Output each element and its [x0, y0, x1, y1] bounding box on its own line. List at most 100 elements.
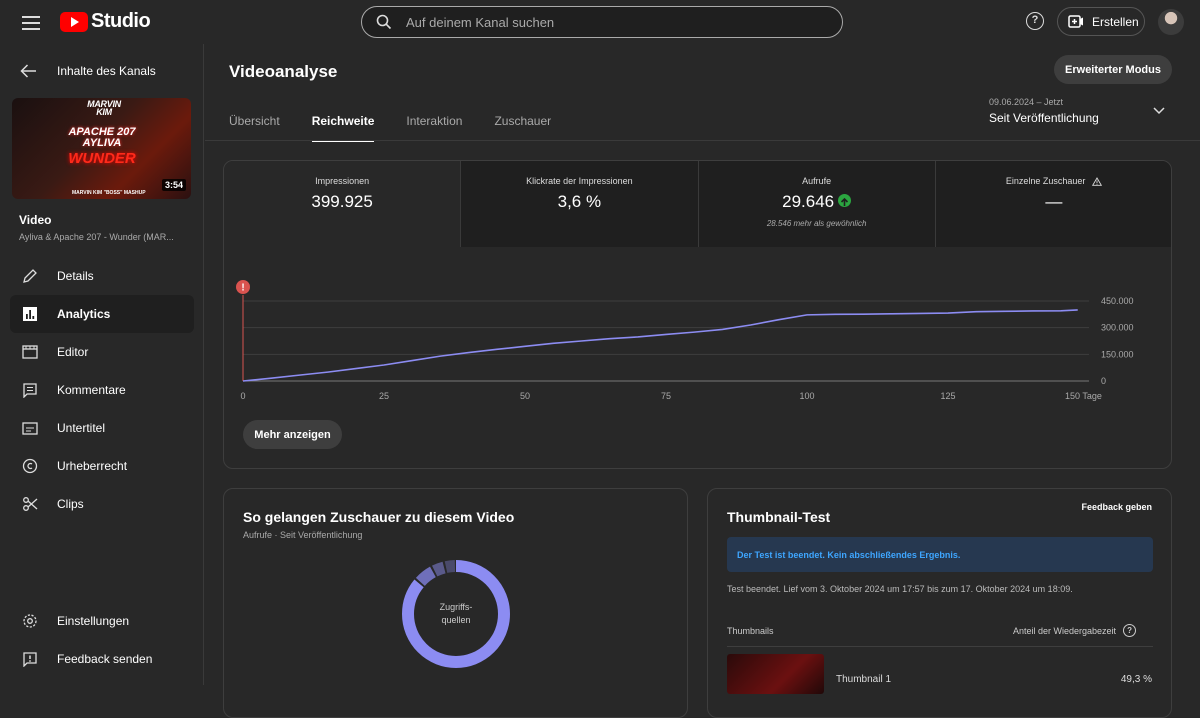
metric-label-wrap: Einzelne Zuschauer — [936, 176, 1171, 186]
chevron-down-icon[interactable] — [1153, 107, 1165, 115]
create-label: Erstellen — [1092, 14, 1139, 29]
metric-impressions[interactable]: Impressionen 399.925 — [224, 161, 462, 247]
comment-icon — [20, 382, 40, 398]
subtitles-icon — [20, 421, 40, 435]
tab-interaktion[interactable]: Interaktion — [406, 114, 463, 128]
sidebar-item-label: Feedback senden — [57, 652, 153, 666]
traffic-card-subtitle: Aufrufe · Seit Veröffentlichung — [243, 530, 363, 540]
sidebar-item-label: Urheberrecht — [57, 459, 128, 473]
arrow-left-icon — [20, 64, 36, 78]
scissors-icon — [20, 496, 40, 512]
video-duration: 3:54 — [161, 179, 186, 191]
sidebar-item-label: Kommentare — [57, 383, 126, 397]
sidebar-item-label: Editor — [57, 345, 89, 359]
sidebar-item-editor[interactable]: Editor — [10, 333, 194, 371]
metric-value: 29.646 — [782, 192, 835, 211]
sidebar-item-urheberrecht[interactable]: Urheberrecht — [10, 447, 194, 485]
thumbnail-text-title: WUNDER — [68, 150, 136, 167]
test-summary: Test beendet. Lief vom 3. Oktober 2024 u… — [727, 584, 1073, 594]
sidebar-item-details[interactable]: Details — [10, 257, 194, 295]
sidebar-item-untertitel[interactable]: Untertitel — [10, 409, 194, 447]
thumbnail-text-artist: MARVIN KIM — [87, 99, 121, 117]
traffic-donut-chart[interactable] — [400, 558, 512, 670]
metric-value-wrap: 29.646 — [699, 192, 935, 212]
create-button[interactable]: Erstellen — [1057, 7, 1145, 36]
tab-bar: Übersicht Reichweite Interaktion Zuschau… — [229, 114, 583, 142]
column-share-header: Anteil der Wiedergabezeit ? — [1013, 624, 1137, 637]
analytics-icon — [20, 306, 40, 322]
thumbnail-text-featuring: APACHE 207 AYLIVA — [68, 126, 136, 149]
tab-divider — [205, 140, 1200, 141]
table-divider — [727, 646, 1153, 647]
back-label: Inhalte des Kanals — [57, 64, 156, 78]
donut-label-line1: Zugriffs- — [439, 602, 473, 612]
thumbnail-1-preview[interactable] — [727, 654, 824, 694]
y-tick-label: 0 — [1101, 376, 1106, 386]
date-range-dates: 09.06.2024 – Jetzt — [989, 97, 1064, 107]
x-tick-label: 0 — [240, 391, 245, 401]
metric-value: 3,6 % — [557, 192, 602, 211]
metric-ctr[interactable]: Klickrate der Impressionen 3,6 % — [461, 161, 699, 247]
y-tick-label: 300.000 — [1101, 323, 1134, 333]
date-range-selector[interactable]: 09.06.2024 – Jetzt Seit Veröffentlichung — [989, 97, 1099, 125]
publish-marker-icon — [236, 280, 250, 294]
y-tick-label: 450.000 — [1101, 296, 1134, 306]
search-bar[interactable] — [361, 6, 843, 38]
trend-up-icon — [838, 194, 852, 208]
publish-marker-glyph: ! — [241, 283, 244, 294]
donut-center-label: Zugriffs- quellen — [400, 601, 512, 627]
metric-unique-viewers[interactable]: Einzelne Zuschauer — — [935, 161, 1171, 247]
help-icon[interactable]: ? — [1026, 12, 1044, 30]
x-tick-label: 25 — [379, 391, 389, 401]
sidebar-item-label: Details — [57, 269, 94, 283]
advanced-mode-button[interactable]: Erweiterter Modus — [1054, 55, 1172, 84]
donut-label-line2: quellen — [441, 615, 471, 625]
sidebar-item-analytics[interactable]: Analytics — [10, 295, 194, 333]
sidebar-item-kommentare[interactable]: Kommentare — [10, 371, 194, 409]
thumbnail-1-share: 49,3 % — [1120, 674, 1152, 685]
impressions-line — [242, 309, 1078, 382]
editor-icon — [20, 345, 40, 359]
sidebar-item-einstellungen[interactable]: Einstellungen — [10, 602, 194, 640]
show-more-button[interactable]: Mehr anzeigen — [243, 420, 342, 449]
metric-subtext: 28.546 mehr als gewöhnlich — [766, 219, 867, 228]
x-tick-label: 100 — [799, 391, 814, 401]
logo-text: Studio — [91, 10, 151, 32]
sidebar-item-clips[interactable]: Clips — [10, 485, 194, 523]
tab-zuschauer[interactable]: Zuschauer — [494, 114, 552, 128]
video-thumbnail[interactable]: MARVIN KIM APACHE 207 AYLIVA WUNDER MARV… — [12, 98, 191, 199]
warning-icon — [1091, 177, 1102, 186]
metrics-row: Impressionen 399.925 Klickrate der Impre… — [224, 161, 1171, 247]
studio-logo[interactable]: Studio — [60, 10, 151, 33]
search-input[interactable] — [406, 14, 806, 30]
reach-card: Impressionen 399.925 Klickrate der Impre… — [223, 160, 1172, 469]
thumbnail-test-title: Thumbnail-Test — [727, 509, 831, 525]
menu-icon[interactable] — [20, 13, 42, 31]
video-label: Video — [19, 213, 52, 227]
help-icon[interactable]: ? — [1123, 624, 1137, 637]
sidebar-item-feedback[interactable]: Feedback senden — [10, 640, 194, 678]
page-title: Videoanalyse — [229, 62, 338, 81]
x-tick-label: 150 Tage — [1065, 391, 1102, 401]
feedback-link[interactable]: Feedback geben — [1081, 502, 1152, 512]
date-range-label: Seit Veröffentlichung — [989, 111, 1099, 125]
avatar[interactable] — [1158, 9, 1184, 35]
sidebar-item-label: Untertitel — [57, 421, 106, 435]
test-status-banner: Der Test ist beendet. Kein abschließende… — [727, 537, 1153, 572]
x-tick-label: 50 — [520, 391, 530, 401]
metric-label: Einzelne Zuschauer — [1005, 176, 1086, 186]
tab-reichweite[interactable]: Reichweite — [311, 114, 375, 142]
thumbnail-test-card: Thumbnail-Test Feedback geben Der Test i… — [707, 488, 1172, 718]
back-to-content-button[interactable]: Inhalte des Kanals — [20, 64, 156, 78]
gear-icon — [20, 613, 40, 629]
search-icon — [376, 14, 392, 30]
pencil-icon — [20, 268, 40, 284]
sidebar: Inhalte des Kanals MARVIN KIM APACHE 207… — [0, 44, 204, 685]
metric-label: Klickrate der Impressionen — [526, 176, 633, 186]
tab-uebersicht[interactable]: Übersicht — [229, 114, 280, 128]
column-thumbnails: Thumbnails — [727, 626, 774, 636]
metric-views[interactable]: Aufrufe 29.646 28.546 mehr als gewöhnlic… — [698, 161, 936, 247]
metric-label: Aufrufe — [802, 176, 832, 186]
column-share: Anteil der Wiedergabezeit — [1013, 625, 1117, 636]
sidebar-item-label: Einstellungen — [57, 614, 130, 628]
